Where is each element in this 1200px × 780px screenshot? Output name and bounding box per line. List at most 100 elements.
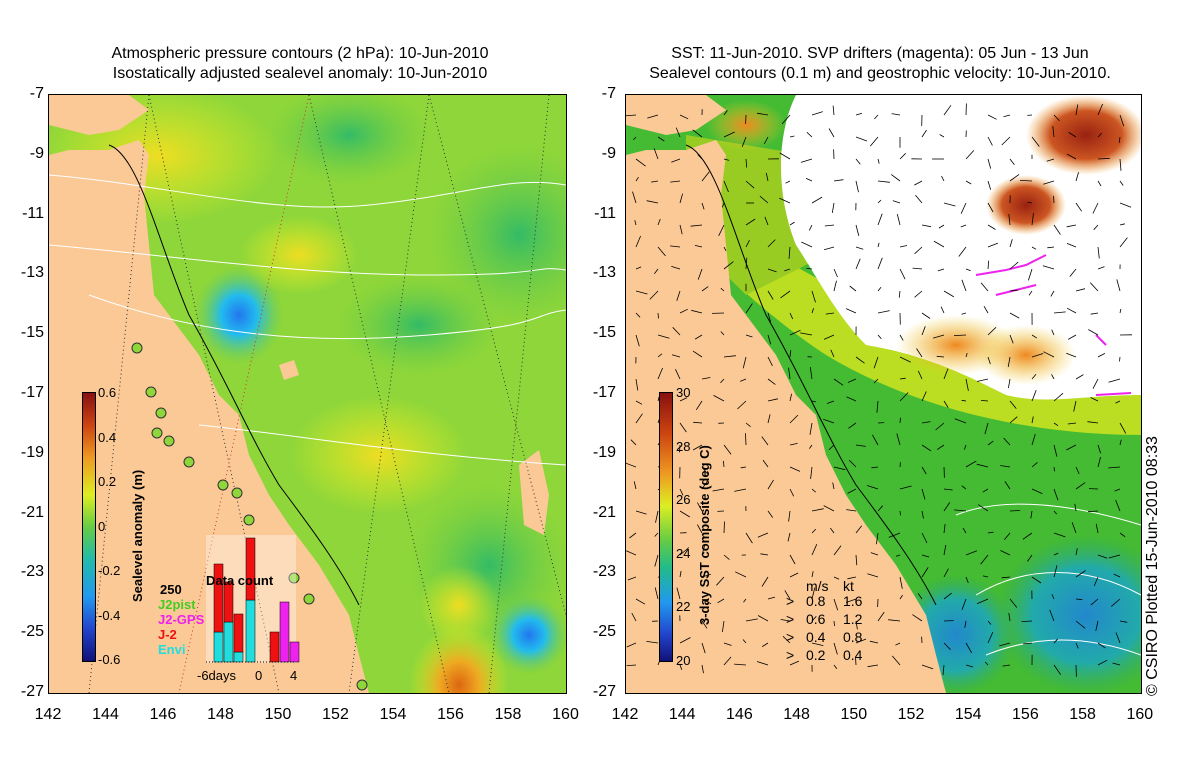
velocity-arrow bbox=[830, 349, 835, 358]
velocity-arrow bbox=[833, 576, 840, 580]
velocity-arrow bbox=[825, 312, 835, 315]
velocity-arrow bbox=[982, 488, 989, 493]
velocity-arrow bbox=[1075, 570, 1086, 578]
velocity-arrow bbox=[939, 134, 945, 138]
velocity-arrow bbox=[855, 180, 859, 193]
velocity-arrow bbox=[987, 114, 997, 120]
velocity-arrow bbox=[679, 510, 691, 518]
velocity-arrow bbox=[757, 615, 769, 622]
velocity-arrow bbox=[654, 554, 659, 567]
velocity-arrow bbox=[1052, 126, 1055, 138]
velocity-arrow bbox=[1119, 620, 1128, 623]
dc-xlabel-zero: 0 bbox=[255, 668, 263, 683]
velocity-arrow bbox=[831, 202, 835, 213]
velocity-arrow bbox=[657, 353, 663, 358]
velocity-arrow bbox=[871, 466, 879, 469]
x-tick-label: 142 bbox=[34, 706, 62, 723]
velocity-arrow bbox=[1053, 114, 1060, 122]
velocity-arrow bbox=[877, 287, 882, 292]
velocity-arrow bbox=[811, 642, 824, 646]
velocity-arrow bbox=[895, 554, 901, 557]
velocity-arrow bbox=[1046, 158, 1055, 162]
velocity-arrow bbox=[635, 378, 639, 391]
velocity-arrow bbox=[1009, 510, 1021, 512]
velocity-arrow bbox=[723, 261, 734, 270]
velocity-arrow bbox=[921, 224, 931, 228]
velocity-arrow bbox=[789, 329, 801, 336]
velocity-arrow bbox=[788, 246, 791, 259]
velocity-arrow bbox=[789, 488, 795, 497]
velocity-arrow bbox=[1031, 416, 1034, 424]
velocity-arrow bbox=[1002, 664, 1011, 667]
velocity-arrow bbox=[877, 611, 885, 622]
velocity-arrow bbox=[899, 594, 903, 600]
velocity-arrow bbox=[1092, 202, 1099, 214]
velocity-arrow bbox=[1068, 132, 1077, 138]
velocity-arrow bbox=[899, 576, 903, 589]
velocity-arrow bbox=[1031, 488, 1043, 494]
velocity-arrow bbox=[1031, 213, 1034, 226]
velocity-arrow-icon: > bbox=[786, 647, 795, 663]
velocity-arrow bbox=[654, 532, 659, 537]
velocity-arrow bbox=[847, 378, 857, 383]
sst-map[interactable] bbox=[625, 94, 1142, 694]
velocity-arrow bbox=[987, 242, 999, 248]
velocity-arrow bbox=[960, 224, 967, 228]
velocity-arrow bbox=[811, 308, 814, 314]
velocity-arrow bbox=[855, 246, 864, 250]
data-count-bar bbox=[233, 613, 244, 653]
velocity-arrow bbox=[737, 400, 747, 410]
velocity-arrow bbox=[811, 488, 816, 493]
velocity-arrow bbox=[1116, 279, 1121, 292]
x-tick-label: 144 bbox=[92, 706, 119, 723]
velocity-kt: 0.8 bbox=[843, 629, 863, 645]
velocity-arrow bbox=[1009, 334, 1014, 344]
velocity-arrow bbox=[811, 528, 817, 534]
velocity-arrow bbox=[1108, 466, 1121, 469]
velocity-arrow bbox=[1009, 416, 1018, 424]
velocity-arrow bbox=[767, 398, 778, 402]
velocity-arrow bbox=[987, 158, 992, 169]
velocity-arrow bbox=[745, 433, 747, 446]
velocity-arrow bbox=[914, 246, 923, 255]
velocity-arrow bbox=[626, 642, 637, 648]
velocity-arrow bbox=[692, 350, 703, 358]
velocity-arrow bbox=[626, 664, 637, 666]
velocity-arrow bbox=[1053, 195, 1055, 204]
velocity-arrow bbox=[809, 444, 813, 449]
velocity-arrow bbox=[723, 246, 727, 251]
velocity-arrow bbox=[759, 195, 769, 204]
y-tick-label: -15 bbox=[20, 324, 44, 342]
velocity-arrow bbox=[1031, 374, 1037, 380]
velocity-arrow bbox=[635, 400, 643, 405]
velocity-arrow bbox=[823, 246, 835, 251]
velocity-arrow bbox=[876, 532, 879, 545]
velocity-arrow bbox=[1049, 609, 1055, 622]
velocity-arrow bbox=[1119, 202, 1132, 208]
y-tick-label: -21 bbox=[592, 503, 616, 521]
velocity-arrow bbox=[761, 642, 769, 647]
velocity-arrow bbox=[1119, 158, 1122, 171]
velocity-arrow bbox=[1069, 268, 1077, 277]
velocity-arrow bbox=[976, 378, 989, 382]
velocity-arrow bbox=[933, 240, 945, 248]
velocity-arrow bbox=[965, 550, 978, 556]
velocity-arrow bbox=[723, 656, 732, 666]
velocity-arrow bbox=[723, 521, 725, 534]
velocity-arrow bbox=[697, 154, 703, 160]
velocity-arrow bbox=[943, 568, 949, 578]
velocity-arrow bbox=[943, 290, 955, 298]
velocity-arrow bbox=[877, 199, 882, 204]
velocity-arrow bbox=[679, 637, 691, 644]
velocity-arrow bbox=[657, 334, 670, 339]
velocity-arrow bbox=[896, 433, 901, 446]
velocity-arrow bbox=[1075, 202, 1083, 212]
velocity-arrow bbox=[654, 587, 659, 600]
velocity-arrow bbox=[679, 193, 683, 204]
velocity-arrow bbox=[1053, 466, 1055, 472]
y-tick-label: -7 bbox=[29, 85, 44, 102]
dc-xlabel-start: -6days bbox=[197, 668, 237, 683]
sealevel-anomaly-map[interactable] bbox=[48, 94, 567, 694]
velocity-arrow bbox=[801, 241, 813, 248]
velocity-arrow bbox=[987, 260, 990, 270]
